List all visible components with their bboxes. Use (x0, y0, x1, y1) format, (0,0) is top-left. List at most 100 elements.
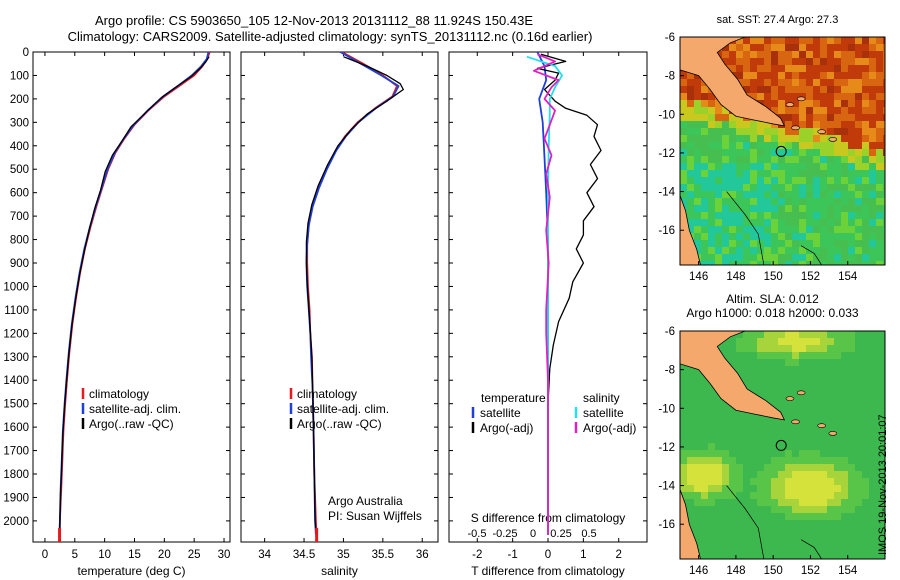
map-cell (722, 58, 729, 65)
legend-label: Argo(-adj) (583, 421, 636, 435)
map-cell (785, 464, 792, 471)
map-cell (855, 394, 862, 401)
map-cell (799, 100, 806, 107)
map-cell (827, 44, 834, 51)
map-cell (792, 163, 799, 170)
map-cell (680, 387, 687, 394)
map-cell (687, 107, 694, 114)
map-cell (848, 114, 855, 121)
map-cell (778, 233, 785, 240)
map-cell (792, 450, 799, 457)
map-cell (785, 457, 792, 464)
map-cell (694, 247, 701, 254)
map-cell (820, 345, 827, 352)
map-cell (820, 506, 827, 513)
map-cell (862, 359, 869, 366)
map-cell (799, 331, 806, 338)
map-cell (701, 436, 708, 443)
map-cell (771, 177, 778, 184)
map-cell (708, 163, 715, 170)
map-cell (722, 233, 729, 240)
map-cell (834, 352, 841, 359)
map-cell (750, 212, 757, 219)
map-cell (701, 86, 708, 93)
map-cell (771, 65, 778, 72)
map-cell (813, 121, 820, 128)
y-tick-label: 1400 (3, 375, 29, 387)
map-cell (799, 184, 806, 191)
map-cell (820, 478, 827, 485)
map-cell (715, 450, 722, 457)
map-cell (862, 212, 869, 219)
map-cell (855, 359, 862, 366)
map-cell (708, 114, 715, 121)
map-cell (680, 156, 687, 163)
map-cell (715, 394, 722, 401)
map-cell (834, 142, 841, 149)
map-cell (785, 373, 792, 380)
map-cell (834, 464, 841, 471)
map-cell (715, 485, 722, 492)
map-cell (729, 177, 736, 184)
map-cell (876, 331, 883, 338)
map-cell (848, 135, 855, 142)
x-tick-label: 36 (416, 549, 429, 561)
map-cell (701, 114, 708, 121)
map-cell (757, 121, 764, 128)
map-cell (701, 254, 708, 261)
map-cell (757, 219, 764, 226)
map-cell (848, 359, 855, 366)
map-cell (785, 184, 792, 191)
depth-contour (800, 245, 822, 265)
map-cell (771, 534, 778, 541)
map-cell (687, 429, 694, 436)
map-cell (736, 37, 743, 44)
map-cell (827, 513, 834, 520)
map-cell (687, 499, 694, 506)
map-cell (834, 415, 841, 422)
map-cell (820, 79, 827, 86)
map-cell (841, 51, 848, 58)
map-cell (820, 58, 827, 65)
map-cell (862, 450, 869, 457)
map-cell (757, 177, 764, 184)
map-cell (680, 436, 687, 443)
map-cell (722, 534, 729, 541)
map-cell (841, 191, 848, 198)
map-cell (757, 331, 764, 338)
map-cell (806, 436, 813, 443)
map-cell (715, 114, 722, 121)
map-cell (813, 359, 820, 366)
map-cell (722, 541, 729, 548)
map-cell (848, 394, 855, 401)
map-cell (701, 401, 708, 408)
map-cell (757, 51, 764, 58)
map-cell (708, 520, 715, 527)
map-title: sat. SST: 27.4 Argo: 27.3 (717, 14, 839, 26)
map-cell (694, 177, 701, 184)
map-cell (694, 121, 701, 128)
map-cell (736, 450, 743, 457)
map-cell (792, 548, 799, 555)
map-cell (708, 100, 715, 107)
map-cell (743, 506, 750, 513)
map-cell (806, 100, 813, 107)
map-cell (757, 373, 764, 380)
map-cell (785, 520, 792, 527)
map-cell (855, 240, 862, 247)
map-cell (729, 226, 736, 233)
map-cell (757, 37, 764, 44)
map-cell (876, 387, 883, 394)
map-cell (792, 513, 799, 520)
map-cell (764, 247, 771, 254)
map-cell (883, 457, 885, 464)
map-cell (792, 471, 799, 478)
map-cell (743, 429, 750, 436)
map-cell (771, 86, 778, 93)
map-cell (855, 338, 862, 345)
map-cell (722, 156, 729, 163)
map-cell (827, 548, 834, 555)
map-cell (841, 58, 848, 65)
map-cell (750, 429, 757, 436)
